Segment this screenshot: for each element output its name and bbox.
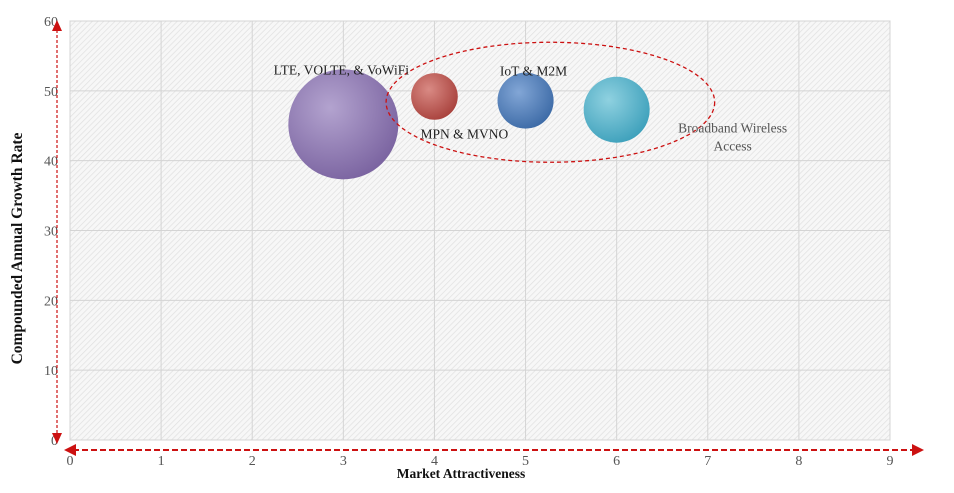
x-tick-label: 9 xyxy=(887,454,894,469)
x-tick-label: 1 xyxy=(158,454,165,469)
x-tick-label: 8 xyxy=(795,454,802,469)
y-tick-label: 10 xyxy=(44,364,58,379)
y-tick-label: 0 xyxy=(51,434,58,449)
bubble-label: LTE, VOLTE, & VoWiFi xyxy=(274,62,410,77)
y-arrowhead-bottom xyxy=(52,433,62,444)
bubble-broadband-wireless-access xyxy=(583,76,650,143)
highlight-ellipse xyxy=(385,41,716,163)
y-tick-label: 30 xyxy=(44,225,58,240)
x-tick-label: 4 xyxy=(431,454,438,469)
x-tick-label: 7 xyxy=(704,454,711,469)
x-arrowhead-right xyxy=(912,444,924,456)
axis-arrows xyxy=(52,20,924,456)
grid-lines xyxy=(69,20,891,441)
y-axis-title: Compounded Annual Growth Rate xyxy=(9,132,26,364)
y-tick-label: 40 xyxy=(44,155,58,170)
bubble-lte-volte-vowifi xyxy=(288,69,399,180)
bubble-label: Broadband Wireless Access xyxy=(678,121,787,154)
x-arrowhead-left xyxy=(64,444,76,456)
x-tick-label: 0 xyxy=(67,454,74,469)
bubble-iot-m2m xyxy=(497,72,554,129)
x-axis-title: Market Attractiveness xyxy=(397,466,526,481)
bubble-label: IoT & M2M xyxy=(500,64,567,79)
y-tick-label: 20 xyxy=(44,294,58,309)
bubble-mpn-mvno xyxy=(411,73,458,120)
x-tick-label: 3 xyxy=(340,454,347,469)
x-tick-label: 2 xyxy=(249,454,256,469)
bubble-series xyxy=(288,69,650,180)
y-arrowhead-top xyxy=(52,20,62,31)
bubble-label: MPN & MVNO xyxy=(421,126,509,141)
y-tick-label: 50 xyxy=(44,85,58,100)
bubble-labels: LTE, VOLTE, & VoWiFi MPN & MVNO IoT & M2M B… xyxy=(274,62,788,153)
x-tick-label: 6 xyxy=(613,454,620,469)
x-tick-label: 5 xyxy=(522,454,529,469)
